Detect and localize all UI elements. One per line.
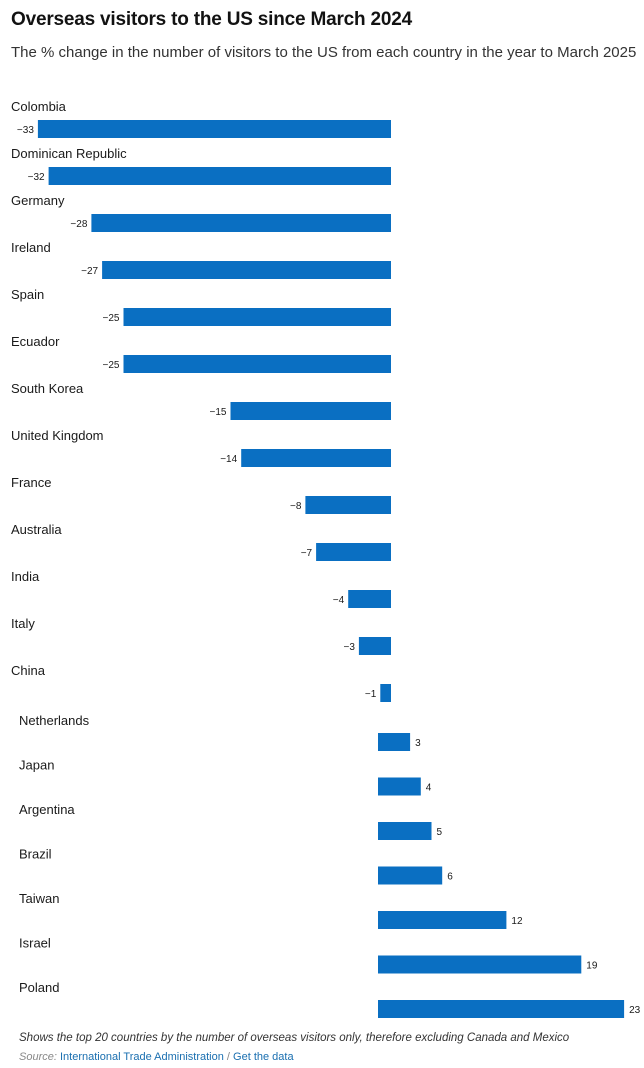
bar xyxy=(316,543,391,561)
chart-subtitle: The % change in the number of visitors t… xyxy=(11,44,637,61)
bar xyxy=(378,911,507,929)
value-label: −15 xyxy=(210,407,227,418)
category-label: Australia xyxy=(11,522,62,537)
bar xyxy=(37,120,392,138)
bar xyxy=(378,866,443,885)
category-label: Spain xyxy=(11,287,44,302)
category-label: Israel xyxy=(19,936,51,951)
category-label: Argentina xyxy=(19,802,75,817)
source-line: Source: International Trade Administrati… xyxy=(19,1051,294,1063)
value-label: −32 xyxy=(28,172,45,183)
bar xyxy=(241,449,391,467)
category-label: Italy xyxy=(11,616,35,631)
bar xyxy=(378,822,432,840)
category-label: China xyxy=(11,663,46,678)
bar xyxy=(123,308,391,326)
bar xyxy=(378,955,582,974)
value-label: −25 xyxy=(103,360,120,371)
source-separator: / xyxy=(226,1051,230,1063)
bar xyxy=(305,496,391,514)
bar xyxy=(348,590,391,608)
value-label: −1 xyxy=(365,689,377,700)
bar xyxy=(378,1000,625,1018)
value-label: 12 xyxy=(511,916,523,927)
bar xyxy=(48,167,391,185)
bar xyxy=(378,777,421,796)
bar xyxy=(380,684,391,702)
value-label: −28 xyxy=(70,219,87,230)
bar xyxy=(91,214,392,232)
value-label: 19 xyxy=(586,961,598,972)
category-label: Colombia xyxy=(11,99,67,114)
value-label: 3 xyxy=(415,738,421,749)
value-label: −25 xyxy=(103,313,120,324)
category-label: India xyxy=(11,569,40,584)
bar xyxy=(123,355,391,373)
bar xyxy=(102,261,391,279)
bar xyxy=(230,402,391,420)
category-label: Japan xyxy=(19,758,54,773)
category-label: South Korea xyxy=(11,381,84,396)
get-data-link[interactable]: Get the data xyxy=(233,1051,294,1063)
value-label: 4 xyxy=(426,783,432,794)
category-label: Netherlands xyxy=(19,713,90,728)
category-label: Ecuador xyxy=(11,334,60,349)
value-label: 23 xyxy=(629,1005,641,1016)
category-label: United Kingdom xyxy=(11,428,104,443)
value-label: −14 xyxy=(220,454,237,465)
bar xyxy=(358,637,391,655)
category-label: Germany xyxy=(11,193,65,208)
value-label: 6 xyxy=(447,872,453,883)
value-label: −27 xyxy=(81,266,98,277)
category-label: Ireland xyxy=(11,240,51,255)
category-label: Poland xyxy=(19,980,59,995)
value-label: −8 xyxy=(290,501,302,512)
value-label: 5 xyxy=(437,827,443,838)
value-label: −4 xyxy=(333,595,345,606)
category-label: France xyxy=(11,475,51,490)
category-label: Taiwan xyxy=(19,891,59,906)
value-label: −7 xyxy=(301,548,313,559)
category-label: Dominican Republic xyxy=(11,146,127,161)
source-label: Source: xyxy=(19,1051,57,1063)
bar xyxy=(378,733,411,751)
category-label: Brazil xyxy=(19,847,52,862)
chart-title: Overseas visitors to the US since March … xyxy=(11,9,412,30)
source-link[interactable]: International Trade Administration xyxy=(59,1051,224,1063)
chart-note: Shows the top 20 countries by the number… xyxy=(19,1032,570,1044)
value-label: −33 xyxy=(17,125,34,136)
value-label: −3 xyxy=(343,642,355,653)
